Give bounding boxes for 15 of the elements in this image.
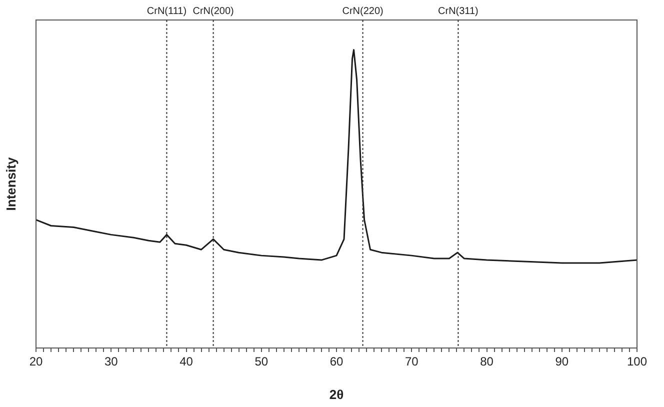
ref-line-label: CrN(220) <box>342 6 384 17</box>
x-tick-label: 80 <box>480 354 494 369</box>
x-tick-label: 60 <box>330 354 344 369</box>
x-tick-label: 70 <box>404 354 419 369</box>
x-tick-label: 100 <box>626 354 648 369</box>
y-axis-title: Intensity <box>3 156 18 211</box>
ref-line-label: CrN(200) <box>192 6 234 17</box>
x-tick-label: 40 <box>180 354 194 369</box>
ref-line-label: CrN(111) <box>146 6 187 17</box>
x-axis-title: 2θ <box>329 386 344 402</box>
x-tick-label: 90 <box>555 354 569 369</box>
x-tick-label: 50 <box>254 354 268 369</box>
ref-line-label: CrN(311) <box>438 6 478 17</box>
x-tick-label: 30 <box>104 354 118 369</box>
x-tick-label: 20 <box>29 354 43 369</box>
